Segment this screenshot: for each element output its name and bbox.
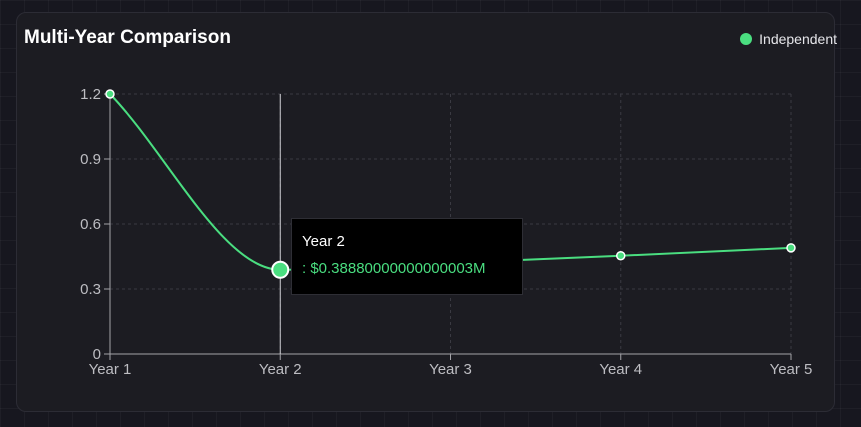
x-tick-label: Year 2	[259, 361, 302, 378]
x-tick-label: Year 5	[770, 361, 813, 378]
data-point	[105, 89, 115, 99]
data-point	[616, 250, 626, 261]
x-tick-label: Year 1	[89, 361, 132, 378]
y-tick-label: 0.6	[80, 216, 101, 233]
y-tick-label: 0.9	[80, 151, 101, 168]
legend-swatch	[740, 33, 753, 45]
data-point	[786, 243, 796, 253]
y-tick-label: 0	[93, 346, 101, 363]
tooltip-value: : $0.38880000000000003M	[302, 260, 486, 277]
y-tick-label: 0.3	[80, 281, 101, 298]
legend[interactable]: Independent	[740, 31, 837, 47]
y-tick-label: 1.2	[80, 86, 101, 103]
x-tick-label: Year 3	[429, 361, 472, 378]
active-data-point	[271, 260, 290, 279]
x-tick-label: Year 4	[599, 361, 642, 378]
legend-label: Independent	[759, 31, 837, 47]
chart-tooltip: Year 2 : $0.38880000000000003M	[291, 218, 523, 295]
tooltip-label: Year 2	[302, 233, 345, 250]
chart-card	[16, 12, 835, 412]
chart-title: Multi-Year Comparison	[24, 27, 231, 48]
